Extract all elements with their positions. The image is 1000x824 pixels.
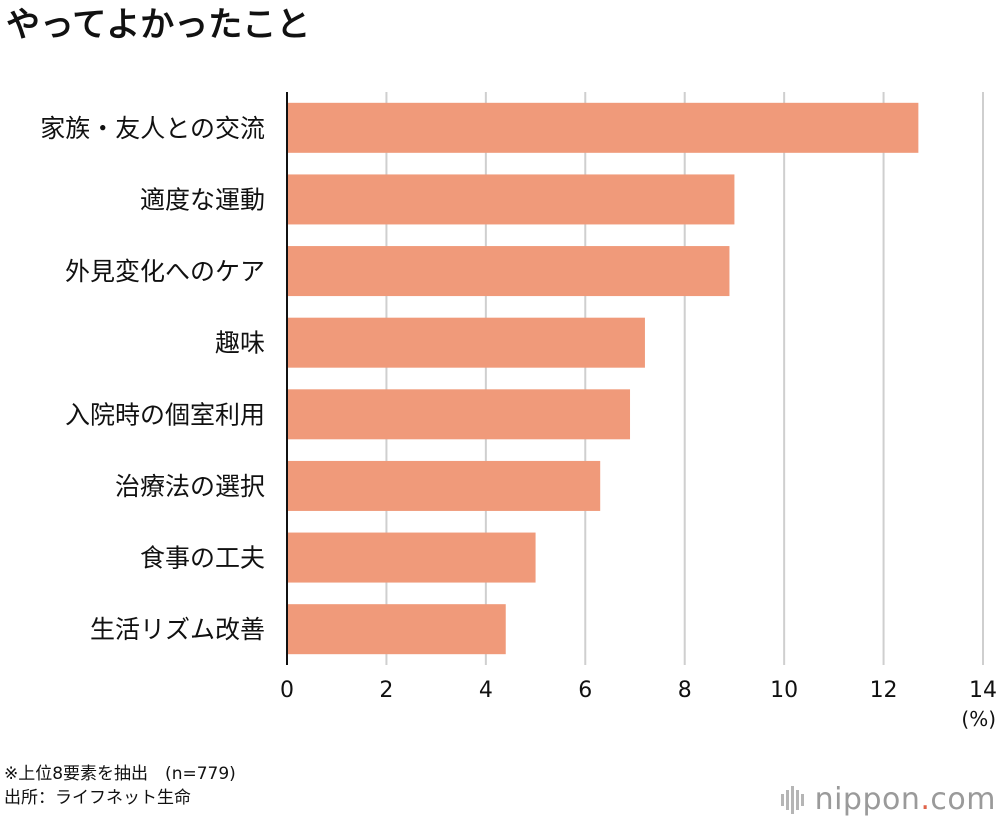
bar <box>287 389 631 440</box>
x-tick-label: 12 <box>870 678 898 703</box>
x-tick-label: 0 <box>280 678 294 703</box>
x-tick-label: 6 <box>578 678 592 703</box>
category-label: 外見変化へのケア <box>65 257 265 286</box>
x-tick-label: 10 <box>770 678 798 703</box>
logo-text: nippon.com <box>815 782 996 817</box>
nippon-logo: nippon.com <box>780 781 996 817</box>
x-tick-label: 8 <box>678 678 692 703</box>
bar <box>287 532 536 583</box>
x-tick-label: 14 <box>969 678 997 703</box>
logo-bars-icon <box>780 786 804 814</box>
category-label: 趣味 <box>215 329 265 358</box>
bar <box>287 174 735 225</box>
logo-suffix: com <box>930 781 996 817</box>
footnote-source: 出所：ライフネット生命 <box>4 788 191 808</box>
x-tick-label: 4 <box>479 678 493 703</box>
bar <box>287 460 601 511</box>
bar <box>287 246 730 297</box>
category-label: 適度な運動 <box>140 185 265 214</box>
category-label: 生活リズム改善 <box>90 615 265 644</box>
category-label: 治療法の選択 <box>115 472 265 501</box>
footnote-sample: ※上位8要素を抽出 (n=779) <box>4 764 236 784</box>
bar <box>287 102 919 153</box>
x-tick-label: 2 <box>379 678 393 703</box>
logo-dot: . <box>920 781 931 817</box>
unit-label: (%) <box>961 707 996 731</box>
category-label: 食事の工夫 <box>140 544 265 573</box>
category-label: 入院時の個室利用 <box>65 400 265 429</box>
bar-chart: 家族・友人との交流適度な運動外見変化へのケア趣味入院時の個室利用治療法の選択食事… <box>40 92 997 731</box>
category-label: 家族・友人との交流 <box>40 114 265 143</box>
bar <box>287 317 645 368</box>
bar <box>287 604 506 655</box>
chart-title: やってよかったこと <box>6 5 311 45</box>
logo-word: nippon <box>814 781 921 817</box>
